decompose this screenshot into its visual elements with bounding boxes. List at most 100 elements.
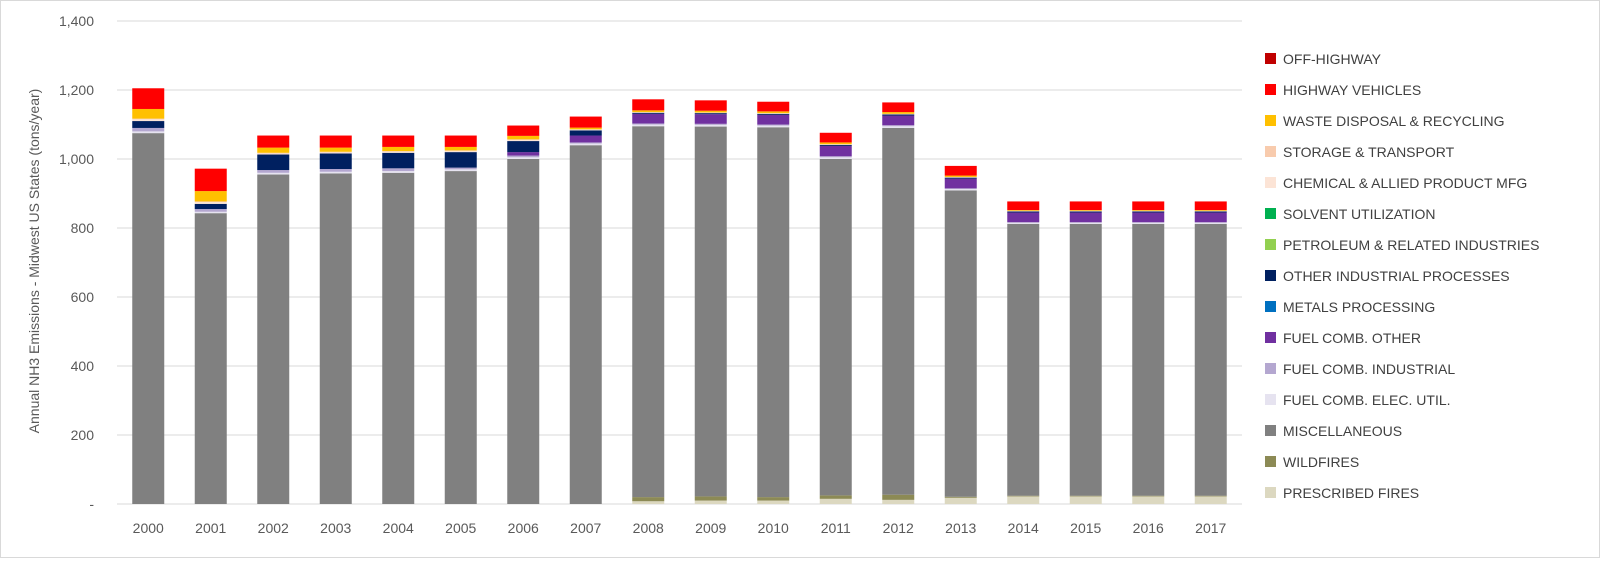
legend-label: MISCELLANEOUS (1283, 423, 1402, 439)
bar-segment (945, 178, 977, 179)
bar-segment (382, 147, 414, 151)
bar-segment (507, 140, 539, 141)
bar-segment (882, 116, 914, 126)
legend-label: FUEL COMB. ELEC. UTIL. (1283, 392, 1451, 408)
bar-segment (1070, 496, 1102, 497)
legend-label: OFF-HIGHWAY (1283, 51, 1382, 67)
bar-segment (820, 499, 852, 504)
bar-segment (195, 209, 227, 212)
bar-segment (195, 191, 227, 201)
bar-segment (882, 114, 914, 115)
bar-segment (320, 169, 352, 172)
bar-segment (1195, 223, 1227, 224)
y-tick-label: 1,400 (59, 13, 94, 29)
bar-segment (257, 170, 289, 173)
bar-segment (257, 173, 289, 175)
bar-segment (632, 114, 664, 124)
bar-segment (195, 202, 227, 204)
bar-segment (757, 501, 789, 504)
bar-segment (1070, 201, 1102, 210)
x-tick-label: 2001 (195, 520, 226, 536)
bar-segment (1007, 223, 1039, 224)
x-tick-label: 2005 (445, 520, 476, 536)
bar-segment (382, 136, 414, 147)
bar-segment (445, 168, 477, 170)
bar-segment (757, 102, 789, 112)
legend-label: PRESCRIBED FIRES (1283, 485, 1419, 501)
bar-segment (132, 88, 164, 109)
bar-segment (1007, 496, 1039, 504)
bar-segment (695, 100, 727, 110)
bar-segment (1070, 496, 1102, 504)
bar-segment (1070, 211, 1102, 212)
bar-segment (507, 139, 539, 140)
bar-segment (1132, 223, 1164, 224)
legend-swatch (1265, 146, 1276, 157)
bar-segment (195, 169, 227, 191)
bar-segment (1070, 222, 1102, 223)
bar-segment (507, 156, 539, 158)
bar-segment (445, 152, 477, 168)
bar-segment (757, 125, 789, 126)
bar-segment (507, 141, 539, 152)
y-tick-label: 400 (71, 358, 95, 374)
bar-segment (695, 114, 727, 124)
x-tick-label: 2014 (1008, 520, 1039, 536)
legend-label: WILDFIRES (1283, 454, 1359, 470)
legend-label: PETROLEUM & RELATED INDUSTRIES (1283, 237, 1539, 253)
bar-segment (820, 157, 852, 159)
bar-segment (132, 119, 164, 121)
bar-segment (1007, 211, 1039, 212)
legend-label: STORAGE & TRANSPORT (1283, 144, 1455, 160)
bar-segment (757, 114, 789, 115)
legend-label: HIGHWAY VEHICLES (1283, 82, 1421, 98)
bar-segment (695, 111, 727, 113)
bar-segment (1070, 212, 1102, 222)
x-tick-label: 2011 (821, 520, 851, 536)
bar-segment (945, 179, 977, 189)
bar-segment (1070, 223, 1102, 224)
bar-segment (507, 159, 539, 504)
bar-segment (1195, 224, 1227, 496)
bar-segment (632, 110, 664, 112)
bar-segment (695, 496, 727, 500)
bar-segment (882, 126, 914, 128)
bar-segment (257, 155, 289, 171)
legend-swatch (1265, 239, 1276, 250)
legend-label: OTHER INDUSTRIAL PROCESSES (1283, 268, 1510, 284)
bar-segment (507, 152, 539, 155)
bar-segment (445, 147, 477, 150)
bar-segment (1007, 496, 1039, 497)
bar-segment (570, 145, 602, 504)
legend-label: SOLVENT UTILIZATION (1283, 206, 1435, 222)
bar-segment (1132, 201, 1164, 210)
x-tick-label: 2017 (1195, 520, 1226, 536)
bar-segment (1195, 496, 1227, 504)
x-tick-label: 2010 (758, 520, 789, 536)
bar-segment (195, 204, 227, 209)
x-tick-label: 2015 (1070, 520, 1101, 536)
bar-segment (1132, 211, 1164, 212)
x-tick-label: 2012 (883, 520, 914, 536)
bar-segment (882, 495, 914, 500)
bar-segment (1132, 224, 1164, 496)
x-tick-label: 2008 (633, 520, 664, 536)
bar-segment (320, 152, 352, 153)
x-tick-label: 2006 (508, 520, 539, 536)
legend-swatch (1265, 456, 1276, 467)
x-tick-label: 2000 (133, 520, 164, 536)
x-tick-label: 2016 (1133, 520, 1164, 536)
y-tick-label: 600 (71, 289, 95, 305)
bar-segment (1132, 210, 1164, 211)
bar-segment (1132, 222, 1164, 223)
bar-segment (632, 99, 664, 110)
bar-segment (695, 501, 727, 504)
bar-segment (820, 146, 852, 156)
bar-segment (695, 124, 727, 125)
bar-segment (570, 117, 602, 128)
bar-segment (945, 498, 977, 504)
x-tick-label: 2003 (320, 520, 351, 536)
